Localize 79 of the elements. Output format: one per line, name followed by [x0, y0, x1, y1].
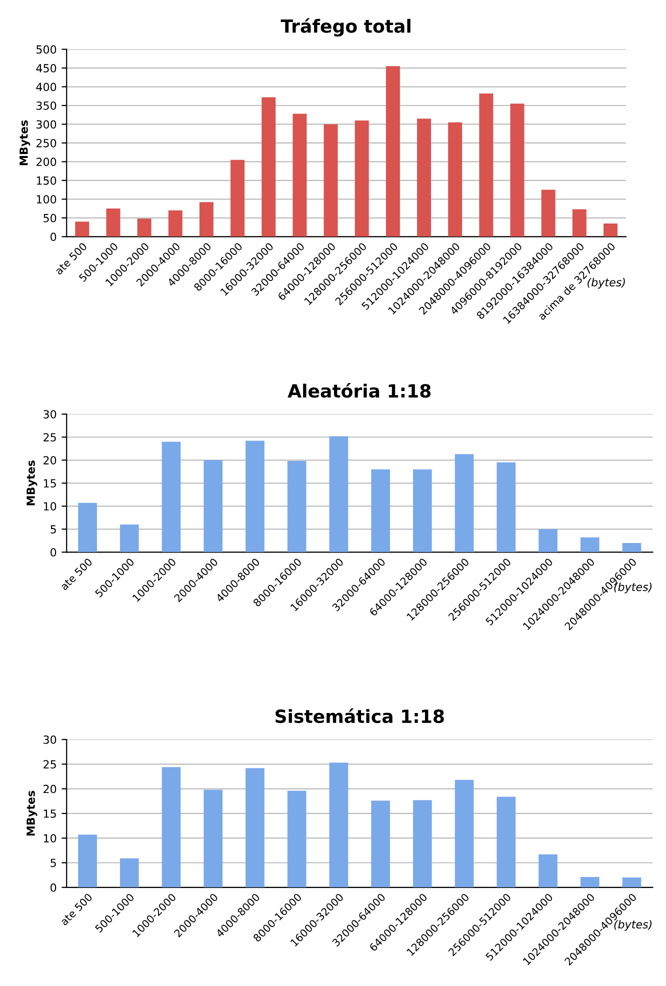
- y-tick-label: 500: [36, 45, 56, 54]
- bar: [292, 114, 307, 237]
- y-axis-title: MBytes: [26, 790, 38, 836]
- bar: [75, 222, 90, 237]
- bar: [417, 118, 432, 237]
- bar: [496, 796, 516, 888]
- bar: [580, 877, 600, 888]
- bar: [78, 834, 97, 888]
- y-tick-label: 0: [50, 548, 56, 557]
- bar: [622, 542, 642, 552]
- bar: [371, 800, 390, 888]
- bar: [230, 160, 245, 237]
- y-tick-label: 400: [36, 82, 56, 92]
- bar: [371, 469, 390, 552]
- bar: [246, 768, 264, 888]
- bar: [538, 529, 558, 552]
- bar: [168, 210, 182, 237]
- bar: [78, 502, 97, 552]
- y-tick-label: 10: [44, 502, 56, 511]
- bar: [572, 209, 586, 237]
- bar: [199, 202, 214, 237]
- chart-title: Tráfego total: [280, 18, 410, 37]
- y-tick-label: 200: [36, 158, 56, 166]
- y-tick-label: 20: [44, 456, 56, 465]
- bar: [386, 66, 400, 237]
- y-tick-label: 5: [50, 858, 56, 868]
- bar: [454, 780, 474, 888]
- y-tick-label: 30: [44, 410, 56, 418]
- bar: [120, 524, 139, 552]
- bar: [287, 790, 306, 888]
- y-axis-title: MBytes: [26, 460, 38, 506]
- bar: [120, 858, 139, 888]
- bar: [246, 440, 264, 552]
- y-tick-label: 5: [50, 525, 56, 534]
- y-tick-label: 25: [44, 433, 56, 442]
- chart-title: Aleatória 1:18: [288, 383, 431, 398]
- bar: [354, 120, 369, 237]
- bar: [580, 537, 600, 552]
- bar: [448, 122, 462, 237]
- y-axis-title: MBytes: [20, 120, 30, 166]
- bar: [413, 800, 432, 888]
- bar: [204, 460, 223, 552]
- bar: [287, 461, 306, 552]
- y-tick-label: 15: [44, 810, 56, 818]
- bar: [604, 224, 618, 237]
- y-tick-label: 300: [36, 120, 56, 129]
- bar: [204, 790, 223, 888]
- bar: [479, 94, 494, 237]
- bar: [496, 462, 516, 552]
- bar: [510, 104, 524, 237]
- bar: [413, 469, 432, 552]
- y-tick-label: 150: [36, 176, 56, 185]
- bar: [622, 878, 642, 888]
- bar: [538, 854, 558, 888]
- y-tick-label: 15: [44, 479, 56, 488]
- y-tick-label: 100: [36, 195, 56, 204]
- bar: [329, 436, 348, 552]
- bar: [162, 767, 181, 888]
- y-tick-label: 10: [44, 834, 56, 842]
- bar: [329, 762, 348, 888]
- bar: [162, 442, 181, 552]
- y-tick-label: 0: [50, 232, 56, 242]
- bar: [106, 208, 120, 237]
- bar: [454, 454, 474, 552]
- x-tick-label: ate 500: [60, 558, 93, 591]
- y-tick-label: 20: [44, 784, 56, 794]
- x-tick-label: ate 500: [60, 892, 93, 926]
- bar: [541, 190, 556, 237]
- y-tick-label: 450: [36, 64, 56, 72]
- bar: [137, 218, 152, 237]
- chart-title: Sistemática 1:18: [276, 708, 444, 724]
- bar: [262, 97, 276, 237]
- bar: [324, 124, 338, 237]
- y-tick-label: 350: [36, 101, 56, 110]
- y-tick-label: 30: [44, 735, 56, 744]
- y-tick-label: 250: [36, 138, 56, 148]
- y-tick-label: 25: [44, 760, 56, 769]
- y-tick-label: 50: [44, 214, 56, 222]
- y-tick-label: 0: [50, 883, 56, 892]
